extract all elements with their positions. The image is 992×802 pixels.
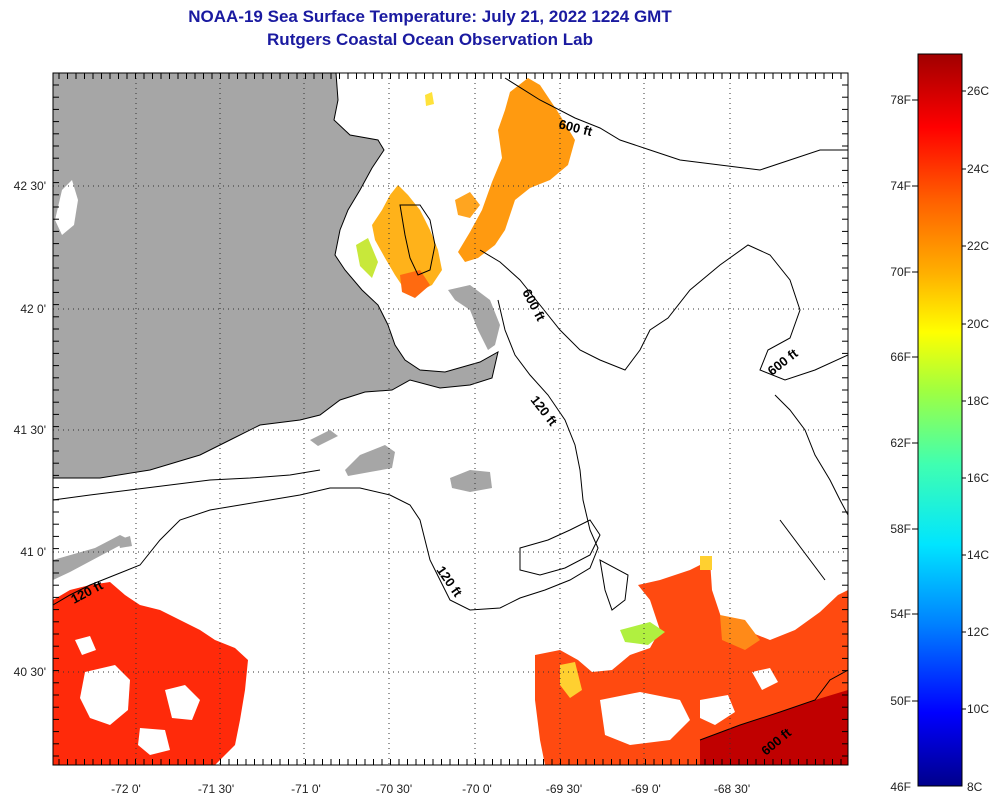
lon-label-69-30: -69 30'	[546, 782, 582, 796]
lat-label-42-0: 42 0'	[20, 302, 46, 316]
lat-label-41-0: 41 0'	[20, 545, 46, 559]
latitude-labels: 42 30' 42 0' 41 30' 41 0' 40 30'	[14, 179, 46, 679]
sst-patch-southeast-green	[620, 622, 665, 645]
longitude-labels: -72 0' -71 30' -71 0' -70 30' -70 0' -69…	[111, 782, 750, 796]
contour-georges	[599, 559, 629, 611]
fahrenheit-label-74: 74F	[890, 179, 911, 193]
lat-label-41-30: 41 30'	[14, 423, 46, 437]
sst-hole-se-1	[600, 692, 690, 745]
sst-patch-bay-warm	[400, 270, 430, 298]
sst-patch-cape-cod-bay	[372, 185, 442, 292]
contour-east-1	[774, 394, 848, 516]
axis-ticks	[53, 73, 848, 765]
contour-600ft-north	[504, 77, 848, 171]
celsius-label-24: 24C	[967, 162, 989, 176]
lon-label-70-30: -70 30'	[376, 782, 412, 796]
celsius-label-12: 12C	[967, 625, 989, 639]
sst-southwest-patches	[53, 582, 248, 765]
lat-label-40-30: 40 30'	[14, 665, 46, 679]
celsius-label-10: 10C	[967, 702, 989, 716]
map-title: NOAA-19 Sea Surface Temperature: July 21…	[188, 7, 672, 26]
sst-north-patches	[356, 78, 575, 298]
land-cape-cod-tip	[448, 285, 500, 350]
lat-label-42-30: 42 30'	[14, 179, 46, 193]
celsius-label-14: 14C	[967, 548, 989, 562]
land-nantucket	[450, 470, 492, 492]
sst-hole-2	[165, 685, 200, 720]
fahrenheit-label-58: 58F	[890, 522, 911, 536]
sst-patch-southeast-yellow2	[700, 556, 712, 570]
fahrenheit-label-54: 54F	[890, 607, 911, 621]
land-marthas-vineyard	[345, 445, 395, 476]
color-bar-gradient	[917, 53, 963, 787]
sst-patch-gulf-of-maine	[458, 78, 575, 262]
color-bar-ticks	[912, 90, 966, 710]
celsius-label-18: 18C	[967, 394, 989, 408]
sst-hole-3	[75, 636, 96, 655]
map-area: 600 ft 600 ft 600 ft 120 ft 120 ft 120 f…	[53, 73, 848, 765]
fahrenheit-label-50: 50F	[890, 694, 911, 708]
sst-patch-small-yellow	[425, 92, 434, 106]
land-elizabeth-islands	[310, 430, 338, 446]
contour-sw-600	[699, 669, 848, 741]
color-bar: 78F 74F 70F 66F 62F 58F 54F 50F 46F 26C …	[890, 53, 989, 794]
contour-600ft-center	[479, 244, 848, 381]
sst-hole-se-3	[752, 668, 778, 690]
lon-label-71-30: -71 30'	[198, 782, 234, 796]
sst-patch-shore-green	[356, 238, 378, 278]
contour-shore-1	[53, 469, 321, 501]
lon-label-72-0: -72 0'	[111, 782, 141, 796]
lon-label-71-0: -71 0'	[291, 782, 321, 796]
land-masses	[53, 73, 500, 580]
coastline-massachusetts	[53, 73, 499, 479]
celsius-labels: 26C 24C 22C 20C 18C 16C 14C 12C 10C 8C	[967, 84, 989, 794]
sst-hole-se-2	[700, 695, 735, 725]
celsius-label-22: 22C	[967, 239, 989, 253]
contour-600ft-island	[399, 204, 436, 276]
fahrenheit-labels: 78F 74F 70F 66F 62F 58F 54F 50F 46F	[890, 93, 911, 794]
fahrenheit-label-70: 70F	[890, 265, 911, 279]
sst-patch-mid	[455, 192, 480, 218]
sst-patch-southeast-hot	[700, 690, 848, 765]
land-block-island	[118, 536, 132, 548]
fahrenheit-label-78: 78F	[890, 93, 911, 107]
contour-120ft-cape	[53, 299, 599, 611]
sst-hole-4	[138, 728, 170, 755]
sst-southeast-patches	[535, 556, 848, 765]
celsius-label-20: 20C	[967, 317, 989, 331]
fahrenheit-label-66: 66F	[890, 350, 911, 364]
sst-hole-1	[80, 665, 130, 725]
map-subtitle: Rutgers Coastal Ocean Observation Lab	[267, 30, 593, 49]
bathymetry-contours	[53, 73, 848, 741]
no-data-inland	[55, 180, 78, 235]
contour-120ft-shoals	[519, 519, 601, 576]
lon-label-69-0: -69 0'	[631, 782, 661, 796]
celsius-label-26: 26C	[967, 84, 989, 98]
land-long-island-tip	[53, 535, 130, 580]
lon-label-70-0: -70 0'	[462, 782, 492, 796]
celsius-label-16: 16C	[967, 471, 989, 485]
land-massachusetts-mainland	[53, 73, 498, 478]
celsius-label-8: 8C	[967, 780, 983, 794]
contour-east-2	[779, 519, 826, 581]
graticule	[53, 73, 848, 765]
fahrenheit-label-46: 46F	[890, 780, 911, 794]
sst-patch-southeast-yellow	[560, 662, 582, 698]
fahrenheit-label-62: 62F	[890, 436, 911, 450]
lon-label-68-30: -68 30'	[714, 782, 750, 796]
